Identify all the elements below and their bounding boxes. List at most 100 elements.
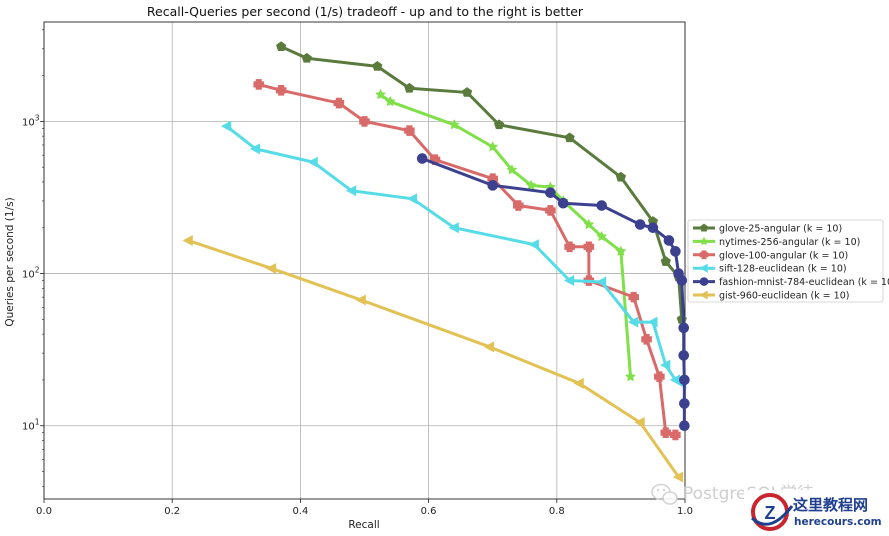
chart-title: Recall-Queries per second (1/s) tradeoff… [147,4,584,19]
legend-label: glove-25-angular (k = 10) [719,224,842,235]
data-point [448,119,460,130]
data-point [679,420,690,432]
data-point [564,132,575,143]
data-point [596,200,607,211]
data-point [275,85,287,96]
data-point [660,427,672,438]
data-point [525,179,537,190]
x-tick-label: 1.0 [677,506,693,517]
data-point [404,82,415,93]
data-point [563,275,575,287]
data-point [493,119,505,130]
legend-item: glove-25-angular (k = 10) [693,224,842,235]
y-tick-label: 101 [22,418,40,433]
series-line [186,238,681,479]
data-point [448,222,459,234]
data-point [678,322,690,334]
data-point [678,350,690,361]
data-point [699,263,708,273]
series-5 [416,153,690,432]
data-point [528,239,539,251]
data-point [670,246,681,257]
data-point [307,156,318,168]
data-point [647,222,659,234]
data-point [375,88,386,100]
data-point [660,256,671,266]
data-point [557,197,569,209]
data-point [406,193,418,205]
data-point [699,277,709,286]
data-point [359,116,370,127]
x-tick-label: 0.8 [549,506,565,517]
series-line [379,93,633,379]
data-point [663,235,675,246]
data-point [628,291,640,303]
data-point [545,205,556,216]
legend: glove-25-angular (k = 10) nytimes-256-ang… [687,219,889,303]
brand-name-en: herecours.com [794,516,882,528]
data-point [182,234,193,246]
data-point [628,316,639,328]
legend-label: glove-100-angular (k = 10) [719,250,848,261]
data-point [654,371,665,383]
legend-label: nytimes-256-angular (k = 10) [719,237,860,248]
data-point [583,218,595,230]
y-axis-label: Queries per second (1/s) [4,197,16,326]
data-point [670,429,681,441]
legend-label: gist-960-euclidean (k = 10) [719,291,849,302]
data-point [221,120,232,132]
data-point [513,200,524,211]
data-point [301,52,312,63]
data-point [625,371,636,382]
legend-item: sift-128-euclidean (k = 10) [693,263,847,275]
axis-ticks: 0.0 0.2 0.4 0.6 0.8 1.0 101 102 103 [22,29,693,517]
brand-badge: Z 这里教程网 herecours.com [744,490,889,536]
legend-label: fashion-mnist-784-euclidean (k = 10) [719,277,889,288]
series-line [225,124,684,385]
x-tick-label: 0.2 [164,506,180,517]
legend-item: gist-960-euclidean (k = 10) [693,290,849,302]
series-line [257,82,677,437]
data-point [647,316,658,328]
data-point [672,471,684,483]
data-point [265,262,277,274]
data-point [699,290,708,300]
data-point [615,245,627,256]
data-point [634,417,645,429]
data-point [487,141,499,152]
data-point [346,185,357,197]
y-tick-label: 103 [22,113,40,128]
x-tick-label: 0.6 [421,506,437,517]
data-point [699,223,709,232]
series-3 [253,79,681,441]
data-point [679,374,690,386]
data-point [276,41,287,51]
data-point [483,341,495,353]
wechat-icon [651,483,678,505]
data-point [583,241,595,253]
y-tick-label: 102 [22,266,40,281]
data-point [564,241,575,253]
data-point [699,236,709,246]
legend-box [687,219,884,303]
data-point [596,230,608,242]
series-4 [221,120,687,389]
data-point [641,333,652,345]
data-point [596,276,607,288]
series-line [420,157,686,428]
brand-logo-icon: Z [750,493,794,531]
data-point [676,275,688,286]
data-point [404,125,415,136]
data-point [372,60,383,71]
series-2 [375,88,636,382]
series-6 [182,234,684,483]
data-point [253,79,265,90]
data-point [416,153,428,164]
data-point [461,87,473,97]
data-point [487,180,499,191]
legend-label: sift-128-euclidean (k = 10) [719,264,847,275]
brand-letter: Z [765,503,776,523]
data-point [660,359,671,371]
data-point [615,171,627,182]
